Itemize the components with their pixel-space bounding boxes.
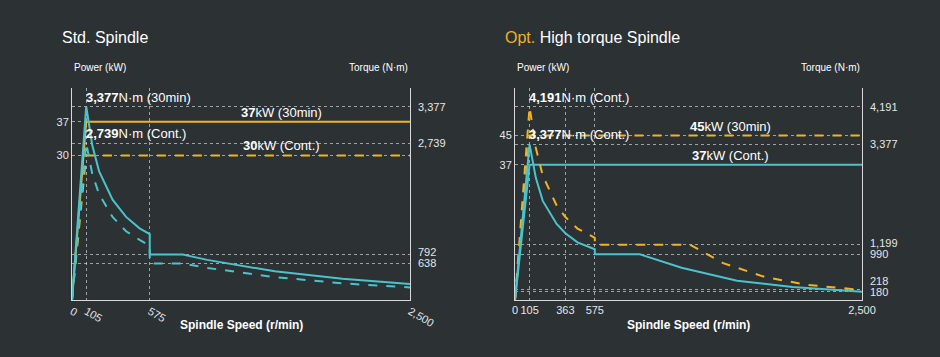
svg-text:990: 990 bbox=[870, 248, 888, 260]
svg-text:37: 37 bbox=[57, 116, 69, 128]
svg-text:575: 575 bbox=[146, 305, 168, 325]
svg-text:575: 575 bbox=[586, 304, 604, 316]
svg-text:0: 0 bbox=[68, 305, 79, 318]
svg-text:3,377N·m (30min): 3,377N·m (30min) bbox=[86, 90, 191, 105]
svg-text:4,191: 4,191 bbox=[870, 101, 898, 113]
svg-text:37kW (30min): 37kW (30min) bbox=[241, 105, 322, 120]
svg-text:30: 30 bbox=[57, 149, 69, 161]
svg-text:45kW (30min): 45kW (30min) bbox=[690, 119, 771, 134]
svg-text:Power (kW): Power (kW) bbox=[517, 62, 569, 73]
svg-text:Std. Spindle: Std. Spindle bbox=[62, 29, 148, 46]
svg-text:363: 363 bbox=[556, 304, 574, 316]
svg-text:37: 37 bbox=[500, 159, 512, 171]
svg-text:0: 0 bbox=[512, 304, 518, 316]
svg-text:Spindle Speed (r/min): Spindle Speed (r/min) bbox=[180, 318, 303, 332]
svg-text:Torque (N·m): Torque (N·m) bbox=[349, 62, 408, 73]
svg-text:3,377: 3,377 bbox=[418, 101, 446, 113]
svg-text:105: 105 bbox=[520, 304, 538, 316]
svg-text:2,500: 2,500 bbox=[406, 305, 436, 329]
svg-text:105: 105 bbox=[82, 305, 104, 325]
svg-text:30kW (Cont.): 30kW (Cont.) bbox=[243, 138, 320, 153]
svg-text:Opt. High torque Spindle: Opt. High torque Spindle bbox=[505, 29, 680, 46]
svg-text:2,500: 2,500 bbox=[848, 304, 876, 316]
svg-text:2,739: 2,739 bbox=[418, 137, 446, 149]
svg-text:Power (kW): Power (kW) bbox=[74, 62, 126, 73]
svg-text:2,739N·m (Cont.): 2,739N·m (Cont.) bbox=[86, 126, 186, 141]
svg-text:Spindle Speed (r/min): Spindle Speed (r/min) bbox=[627, 318, 750, 332]
svg-text:3,377N·m (Cont.): 3,377N·m (Cont.) bbox=[529, 127, 629, 142]
svg-text:4,191N·m (Cont.): 4,191N·m (Cont.) bbox=[529, 90, 629, 105]
svg-text:Torque (N·m): Torque (N·m) bbox=[801, 62, 860, 73]
svg-text:37kW (Cont.): 37kW (Cont.) bbox=[692, 148, 769, 163]
svg-text:3,377: 3,377 bbox=[870, 138, 898, 150]
svg-text:1,199: 1,199 bbox=[870, 237, 898, 249]
svg-text:180: 180 bbox=[870, 286, 888, 298]
svg-text:638: 638 bbox=[418, 257, 436, 269]
svg-text:792: 792 bbox=[418, 246, 436, 258]
svg-text:218: 218 bbox=[870, 275, 888, 287]
svg-text:45: 45 bbox=[500, 129, 512, 141]
